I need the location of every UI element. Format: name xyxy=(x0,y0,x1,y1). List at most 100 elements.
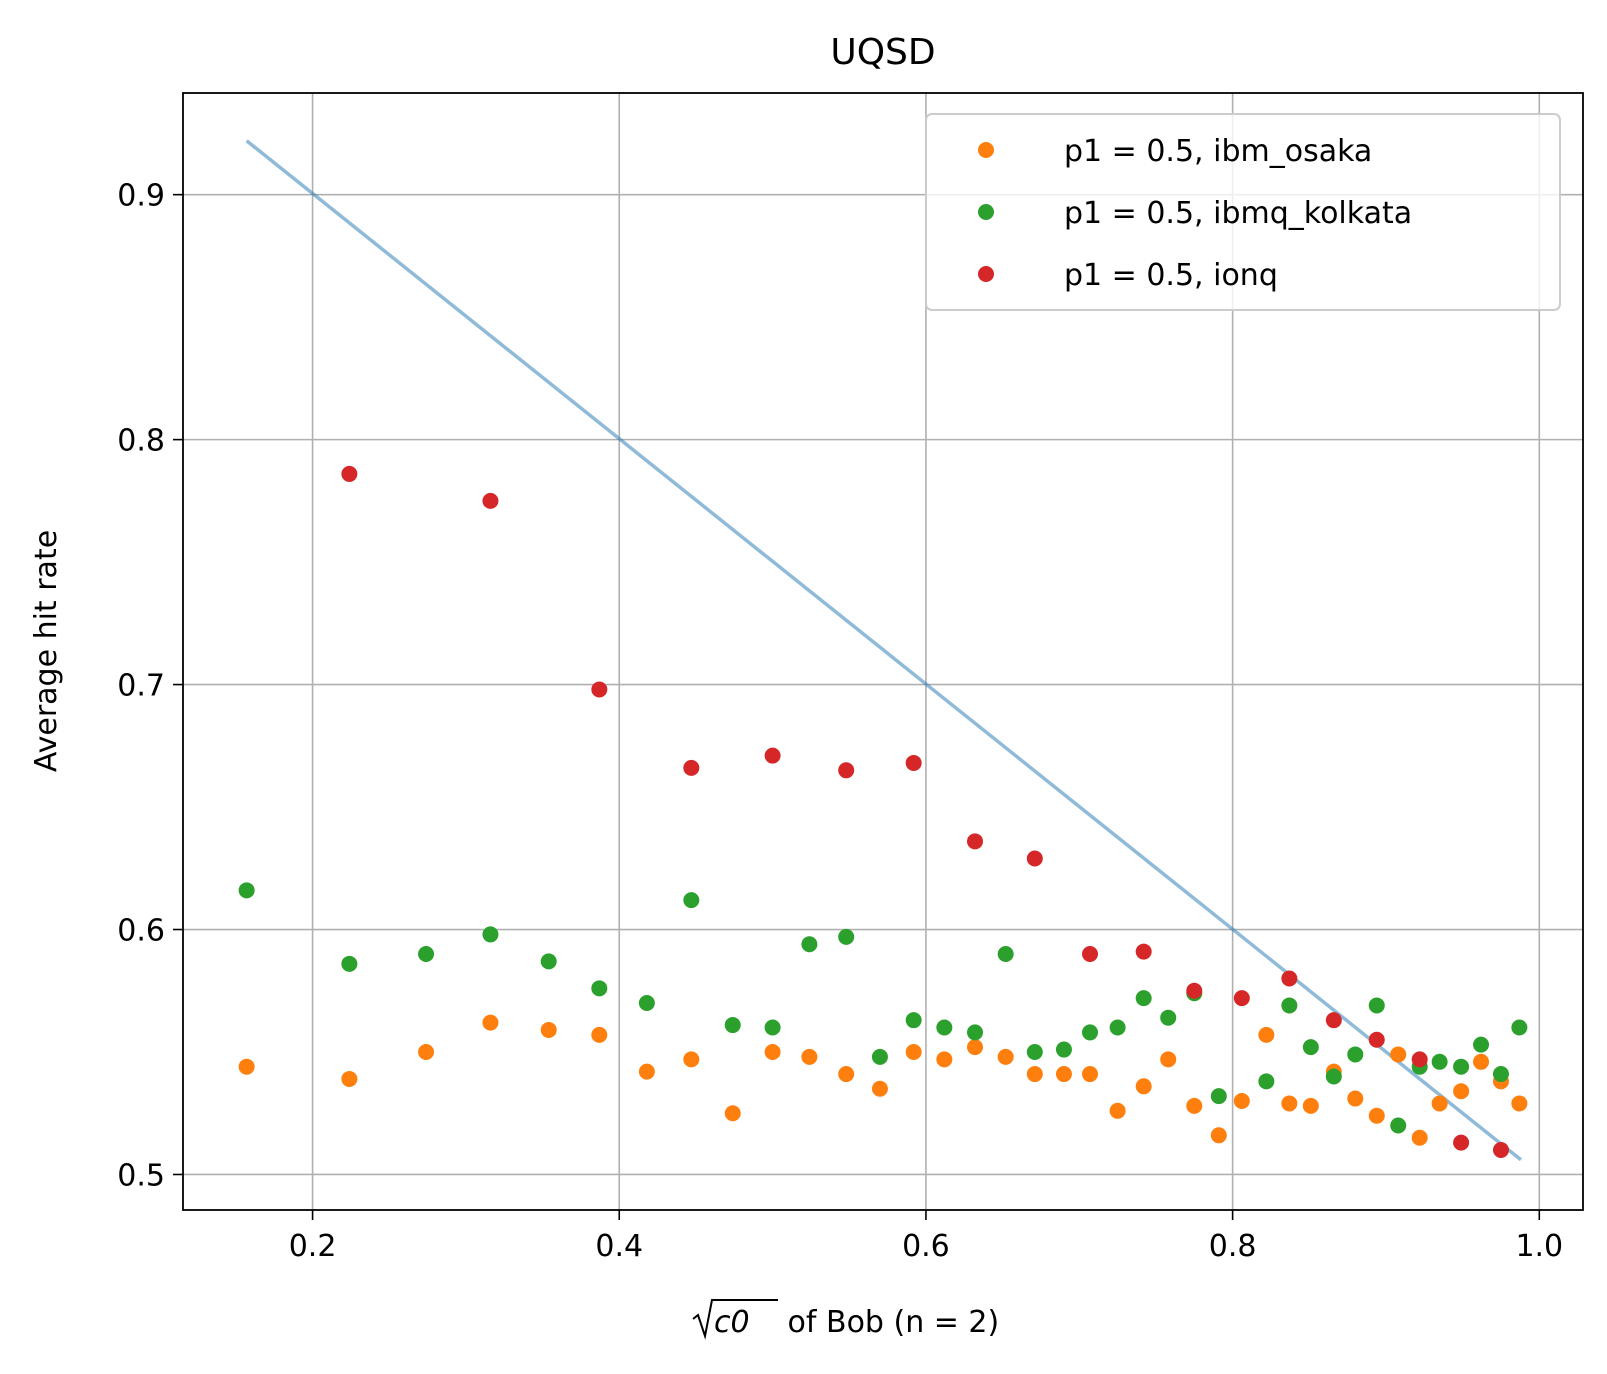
data-points-layer xyxy=(238,465,1528,1158)
data-point xyxy=(1473,1036,1490,1053)
data-point xyxy=(967,1039,984,1056)
data-point xyxy=(1368,1107,1385,1124)
plot-area-frame xyxy=(182,92,1584,1211)
data-point xyxy=(838,1066,855,1083)
data-point xyxy=(638,1063,655,1080)
y-tick-label: 0.9 xyxy=(117,179,165,214)
data-point xyxy=(905,1044,922,1061)
data-point xyxy=(764,1019,781,1036)
data-point xyxy=(238,1058,255,1075)
data-point xyxy=(1055,1066,1072,1083)
data-point xyxy=(1055,1041,1072,1058)
series-1-points xyxy=(238,1014,1528,1146)
x-axis-label-math: c0 xyxy=(714,1305,750,1340)
data-point xyxy=(997,1048,1014,1065)
data-point xyxy=(540,1021,557,1038)
y-tick-label: 0.8 xyxy=(117,424,165,459)
data-point xyxy=(341,955,358,972)
data-point xyxy=(1302,1097,1319,1114)
legend-marker xyxy=(978,266,994,282)
x-tick-label: 0.2 xyxy=(289,1229,337,1264)
x-axis-label-text: of Bob (n = 2) xyxy=(778,1305,999,1340)
data-point xyxy=(482,926,499,943)
data-point xyxy=(1473,1053,1490,1070)
series-2-points xyxy=(238,882,1528,1134)
data-point xyxy=(967,1024,984,1041)
y-tick-label: 0.6 xyxy=(117,914,165,949)
data-point xyxy=(1135,1078,1152,1095)
sqrt-radical-symbol xyxy=(692,1299,778,1340)
data-point xyxy=(591,980,608,997)
data-point xyxy=(1492,1066,1509,1083)
data-point xyxy=(1026,1066,1043,1083)
data-point xyxy=(1453,1083,1470,1100)
data-point xyxy=(764,747,781,764)
data-point xyxy=(1082,1024,1099,1041)
legend-marker xyxy=(978,204,994,220)
data-point xyxy=(1368,1031,1385,1048)
data-point xyxy=(1082,1066,1099,1083)
data-point xyxy=(1186,982,1203,999)
data-point xyxy=(1325,1068,1342,1085)
y-tick-label: 0.7 xyxy=(117,669,165,704)
data-point xyxy=(1325,1012,1342,1029)
data-point xyxy=(1411,1051,1428,1068)
data-point xyxy=(1135,990,1152,1007)
data-point xyxy=(1186,1097,1203,1114)
legend-box xyxy=(925,113,1561,311)
data-point xyxy=(1233,990,1250,1007)
chart-title: UQSD xyxy=(830,32,935,73)
data-point xyxy=(838,928,855,945)
series-3-points xyxy=(341,465,1509,1158)
data-point xyxy=(683,892,700,909)
data-point xyxy=(724,1105,741,1122)
legend: p1 = 0.5, ibm_osaka p1 = 0.5, ibmq_kolkat… xyxy=(925,113,1561,311)
data-point xyxy=(1233,1092,1250,1109)
data-point xyxy=(1082,946,1099,963)
data-point xyxy=(1210,1127,1227,1144)
data-point xyxy=(1431,1053,1448,1070)
data-point xyxy=(1258,1026,1275,1043)
x-tick-label: 0.8 xyxy=(1209,1229,1257,1264)
data-point xyxy=(1411,1129,1428,1146)
data-point xyxy=(482,492,499,509)
data-point xyxy=(967,833,984,850)
reference-line-layer xyxy=(245,139,1522,1162)
data-point xyxy=(936,1051,953,1068)
data-point xyxy=(540,953,557,970)
data-point xyxy=(871,1048,888,1065)
x-tick-label: 1.0 xyxy=(1515,1229,1563,1264)
data-point xyxy=(997,946,1014,963)
legend-label: p1 = 0.5, ionq xyxy=(1064,258,1278,293)
data-point xyxy=(1135,943,1152,960)
data-point xyxy=(1390,1046,1407,1063)
data-point xyxy=(341,1070,358,1087)
data-point xyxy=(1492,1141,1509,1158)
data-point xyxy=(1210,1088,1227,1105)
data-point xyxy=(1109,1102,1126,1119)
data-point xyxy=(936,1019,953,1036)
legend-label: p1 = 0.5, ibmq_kolkata xyxy=(1064,196,1412,231)
data-point xyxy=(1160,1009,1177,1026)
data-point xyxy=(1453,1058,1470,1075)
x-tick-label: 0.6 xyxy=(902,1229,950,1264)
data-point xyxy=(418,946,435,963)
data-point xyxy=(1258,1073,1275,1090)
data-point xyxy=(724,1017,741,1034)
data-point xyxy=(683,759,700,776)
data-point xyxy=(1390,1117,1407,1134)
legend-marker xyxy=(978,142,994,158)
data-point xyxy=(1511,1019,1528,1036)
axis-ticks: 0.2 0.4 0.6 0.8 1.0 0.5 0.6 0.7 0.8 0.9 xyxy=(117,179,1563,1264)
data-point xyxy=(1281,997,1298,1014)
data-point xyxy=(1453,1134,1470,1151)
data-point xyxy=(905,754,922,771)
x-axis-label: c0 of Bob (n = 2) xyxy=(692,1299,999,1340)
data-point xyxy=(638,995,655,1012)
data-point xyxy=(1281,970,1298,987)
data-point xyxy=(1347,1090,1364,1107)
x-tick-label: 0.4 xyxy=(595,1229,643,1264)
data-point xyxy=(683,1051,700,1068)
